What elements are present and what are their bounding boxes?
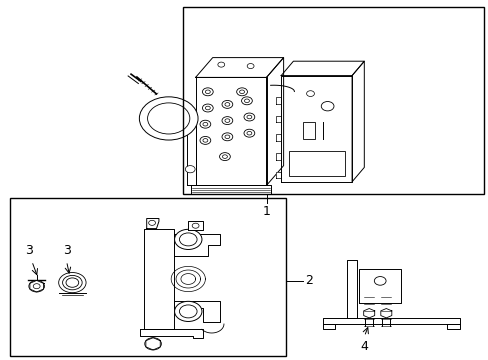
- Text: 3: 3: [63, 244, 71, 257]
- Polygon shape: [140, 329, 203, 338]
- Circle shape: [202, 88, 213, 96]
- Circle shape: [203, 122, 207, 126]
- Text: 1: 1: [262, 205, 270, 218]
- Circle shape: [29, 280, 44, 292]
- Polygon shape: [276, 134, 281, 141]
- Circle shape: [244, 99, 249, 103]
- Circle shape: [205, 106, 210, 110]
- Polygon shape: [266, 58, 283, 185]
- Polygon shape: [190, 185, 271, 194]
- Circle shape: [66, 278, 79, 287]
- Polygon shape: [276, 97, 281, 104]
- Circle shape: [219, 153, 230, 161]
- Polygon shape: [144, 229, 173, 329]
- Circle shape: [321, 102, 333, 111]
- Circle shape: [144, 338, 161, 350]
- Circle shape: [222, 133, 232, 141]
- Text: 3: 3: [25, 244, 33, 257]
- Circle shape: [244, 129, 254, 137]
- Bar: [303, 122, 315, 139]
- Circle shape: [224, 119, 229, 122]
- Circle shape: [224, 103, 229, 106]
- Circle shape: [33, 284, 40, 289]
- Polygon shape: [186, 121, 195, 185]
- Polygon shape: [276, 153, 281, 159]
- Circle shape: [205, 90, 210, 94]
- Circle shape: [174, 229, 202, 249]
- Polygon shape: [146, 219, 159, 229]
- Circle shape: [241, 97, 252, 105]
- Polygon shape: [173, 301, 220, 322]
- Polygon shape: [447, 324, 459, 329]
- Circle shape: [246, 64, 254, 69]
- Circle shape: [374, 276, 386, 285]
- Circle shape: [147, 103, 189, 134]
- Circle shape: [174, 301, 202, 321]
- Bar: [183, 7, 483, 194]
- Bar: [288, 151, 344, 176]
- Circle shape: [244, 113, 254, 121]
- Circle shape: [179, 305, 197, 318]
- Polygon shape: [276, 172, 281, 178]
- Circle shape: [222, 100, 232, 108]
- Polygon shape: [276, 116, 281, 122]
- Text: 4: 4: [360, 340, 367, 353]
- Circle shape: [192, 223, 199, 228]
- Circle shape: [246, 131, 251, 135]
- Polygon shape: [346, 260, 356, 318]
- Circle shape: [179, 233, 197, 246]
- Polygon shape: [322, 324, 334, 329]
- Circle shape: [59, 273, 86, 293]
- Circle shape: [224, 135, 229, 139]
- Circle shape: [148, 220, 155, 225]
- Circle shape: [222, 117, 232, 125]
- Polygon shape: [195, 58, 283, 77]
- Circle shape: [200, 136, 210, 144]
- Polygon shape: [281, 61, 364, 76]
- Circle shape: [185, 166, 195, 173]
- Circle shape: [202, 104, 213, 112]
- Circle shape: [62, 275, 82, 290]
- Circle shape: [203, 139, 207, 142]
- Polygon shape: [351, 61, 364, 182]
- Circle shape: [306, 91, 314, 96]
- Circle shape: [218, 62, 224, 67]
- Circle shape: [246, 115, 251, 119]
- Circle shape: [222, 155, 227, 158]
- Polygon shape: [195, 77, 266, 185]
- Text: 2: 2: [304, 274, 312, 287]
- Circle shape: [239, 90, 244, 94]
- Circle shape: [139, 97, 198, 140]
- Circle shape: [236, 88, 247, 96]
- Polygon shape: [322, 318, 459, 324]
- Polygon shape: [173, 234, 220, 256]
- Polygon shape: [188, 221, 203, 230]
- Polygon shape: [359, 269, 400, 303]
- Polygon shape: [281, 76, 351, 182]
- Circle shape: [200, 120, 210, 128]
- Bar: [10, 198, 285, 356]
